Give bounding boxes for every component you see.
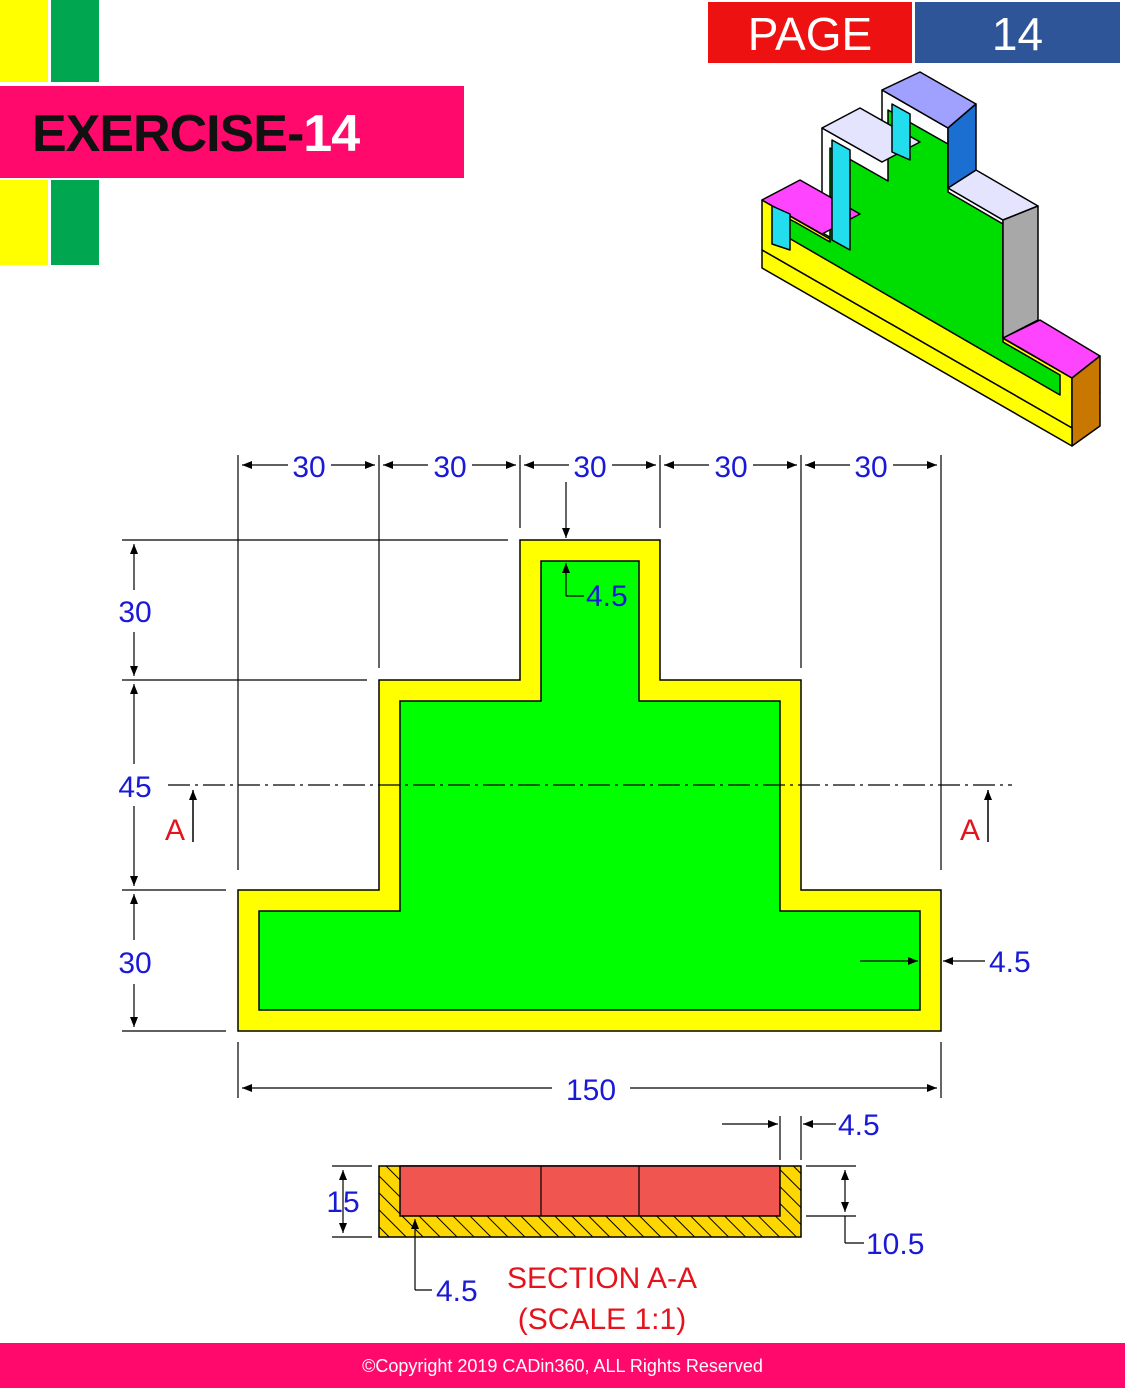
- iso-side-orange: [1071, 355, 1101, 447]
- iso-side-cyan-1: [771, 205, 791, 251]
- section-cavity: [399, 1165, 781, 1217]
- left-dim-2: 45: [118, 771, 151, 804]
- section-inner-depth: 10.5: [866, 1228, 924, 1261]
- green-block-bottom: [51, 180, 99, 265]
- page-number: 14: [915, 2, 1120, 63]
- top-dim-5: 30: [854, 451, 887, 484]
- wall-top-dim: 4.5: [586, 580, 628, 613]
- section-wall-right: 4.5: [838, 1109, 880, 1142]
- iso-side-blue: [947, 103, 977, 189]
- green-block-top: [51, 0, 99, 82]
- section-title: SECTION A-A: [507, 1262, 697, 1295]
- left-dim-1: 30: [118, 596, 151, 629]
- overall-width: 150: [566, 1074, 616, 1107]
- iso-side-cyan-2: [831, 139, 851, 251]
- section-base-thickness: 4.5: [436, 1275, 478, 1308]
- iso-side-grey: [1002, 205, 1039, 339]
- left-dim-3: 30: [118, 947, 151, 980]
- top-dim-3: 30: [573, 451, 606, 484]
- yellow-block-top: [0, 0, 48, 82]
- section-height: 15: [326, 1186, 359, 1219]
- section-marker-left: A: [165, 814, 185, 847]
- iso-front-bottom-edge: [761, 249, 1073, 447]
- extension-lines: [122, 455, 942, 1098]
- section-marker-right: A: [960, 814, 980, 847]
- exercise-number: 14: [303, 105, 360, 163]
- section-view: [378, 1165, 802, 1238]
- top-dim-4: 30: [714, 451, 747, 484]
- page-label: PAGE: [708, 2, 912, 63]
- footer-copyright: ©Copyright 2019 CADin360, ALL Rights Res…: [0, 1343, 1125, 1388]
- top-dim-1: 30: [292, 451, 325, 484]
- iso-side-cyan-3: [891, 103, 911, 161]
- exercise-title: EXERCISE-14: [32, 104, 360, 164]
- exercise-prefix: EXERCISE-: [32, 105, 304, 163]
- section-scale: (SCALE 1:1): [518, 1303, 686, 1336]
- top-dim-2: 30: [433, 451, 466, 484]
- exercise-banner: [0, 86, 464, 178]
- isometric-view: [761, 71, 1101, 447]
- wall-right-dim: 4.5: [989, 946, 1031, 979]
- yellow-block-bottom: [0, 180, 48, 265]
